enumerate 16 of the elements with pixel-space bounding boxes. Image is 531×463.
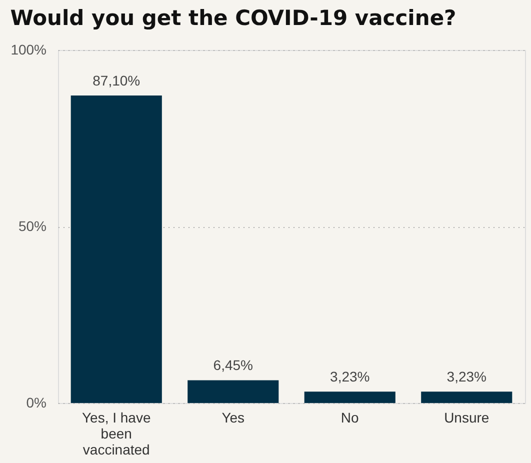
x-tick-label: No [340,410,360,426]
data-label: 3,23% [446,368,486,385]
x-tick-label: Yes [222,410,245,426]
y-tick-label: 50% [18,218,46,234]
bar [70,96,162,403]
y-tick-label: 0% [26,394,46,410]
bar [421,392,512,403]
bar [304,392,396,403]
x-tick-label: Unsure [444,410,490,426]
chart-title: Would you get the COVID-19 vaccine? [10,6,456,30]
y-tick-label: 100% [10,42,46,58]
x-tick-label: Yes, I have been vaccinated [82,410,151,458]
data-label: 3,23% [330,368,370,385]
bar [188,380,279,403]
data-label: 6,45% [213,357,253,374]
data-label: 87,10% [92,72,140,89]
